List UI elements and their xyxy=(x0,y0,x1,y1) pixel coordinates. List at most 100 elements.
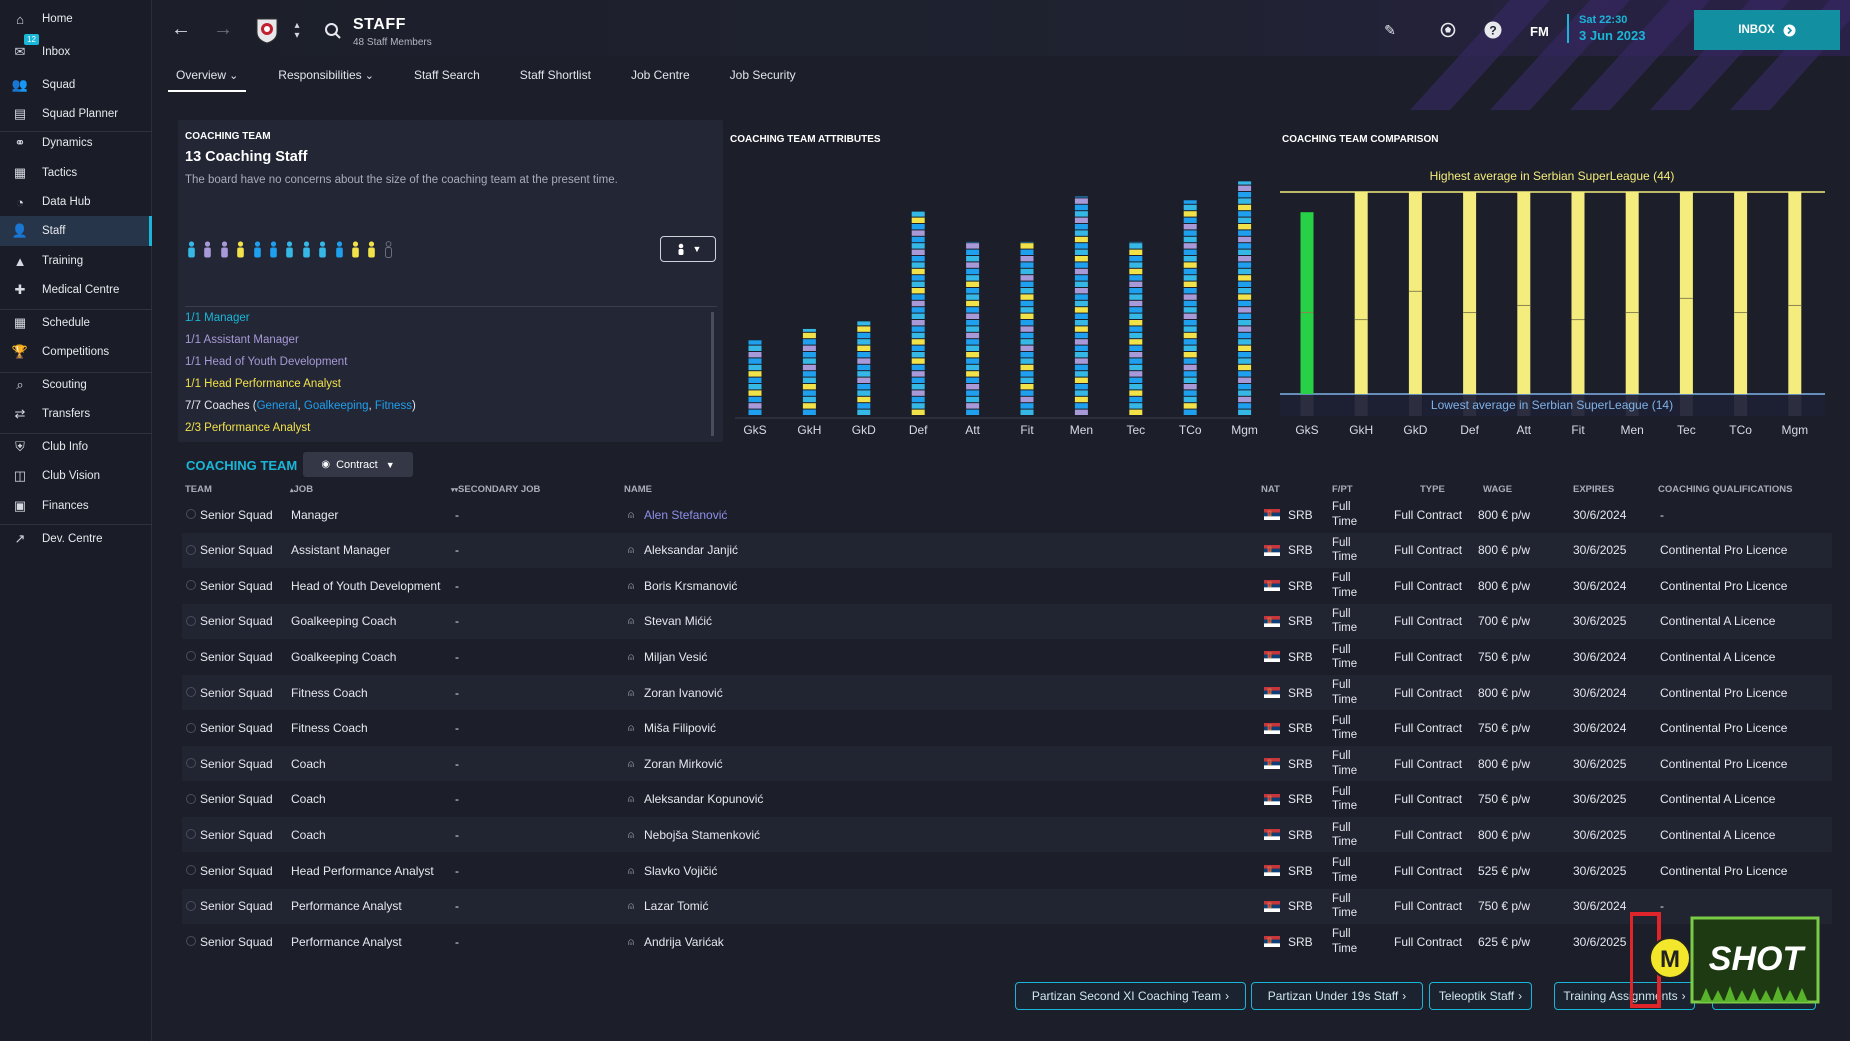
sidebar-item-data-hub[interactable]: ◔ Data Hub xyxy=(0,187,152,217)
ball-icon[interactable] xyxy=(1438,20,1458,40)
coach-type-link[interactable]: Fitness xyxy=(374,400,412,412)
tab-responsibilities[interactable]: Responsibilities ⌄ xyxy=(270,64,382,92)
column-header-nat[interactable]: NAT xyxy=(1261,484,1280,495)
row-select-checkbox[interactable] xyxy=(186,544,196,555)
table-row[interactable]: Senior Squad Coach - ⍝ Nebojša Stamenković SR… xyxy=(182,817,1832,853)
column-header-f-pt[interactable]: F/PT xyxy=(1332,484,1353,495)
row-select-checkbox[interactable] xyxy=(186,722,196,733)
attr-bar-gkd[interactable] xyxy=(857,321,871,415)
sidebar-item-squad[interactable]: 👥 Squad xyxy=(0,70,152,100)
table-row[interactable]: Senior Squad Goalkeeping Coach - ⍝ Miljan Ve… xyxy=(182,639,1832,674)
tab-job-security[interactable]: Job Security xyxy=(722,64,804,92)
row-select-checkbox[interactable] xyxy=(186,865,196,875)
table-row[interactable]: Senior Squad Fitness Coach - ⍝ Zoran Ivanovi… xyxy=(182,675,1832,710)
attr-bar-gks[interactable] xyxy=(748,340,762,415)
attr-bar-tco[interactable] xyxy=(1183,200,1197,415)
table-row[interactable]: Senior Squad Head Performance Analyst - ⍝ Sl… xyxy=(182,853,1832,888)
row-select-checkbox[interactable] xyxy=(186,936,196,947)
sidebar-item-dynamics[interactable]: ⚭ Dynamics xyxy=(0,128,152,158)
row-select-checkbox[interactable] xyxy=(186,580,196,591)
bottom-link-button[interactable]: Teleoptik Staff › xyxy=(1429,982,1532,1010)
row-select-checkbox[interactable] xyxy=(186,509,196,519)
attr-bar-att[interactable] xyxy=(966,241,980,415)
staff-name-link[interactable]: Slavko Vojičić xyxy=(644,863,718,878)
comparison-bar-tco[interactable] xyxy=(1734,192,1748,394)
attr-bar-fit[interactable] xyxy=(1020,241,1034,415)
table-row[interactable]: Senior Squad Manager - ⍝ Alen Stefanović SRB F… xyxy=(182,497,1832,532)
attr-bar-tec[interactable] xyxy=(1129,241,1143,415)
sidebar-item-medical-centre[interactable]: ✚ Medical Centre xyxy=(0,275,152,305)
tab-staff-shortlist[interactable]: Staff Shortlist xyxy=(512,64,599,92)
staff-name-link[interactable]: Andrija Varićak xyxy=(644,934,724,949)
sidebar-item-club-vision[interactable]: ◫ Club Vision xyxy=(0,461,152,491)
bottom-link-button[interactable]: Partizan Under 19s Staff › xyxy=(1251,982,1423,1010)
tab-staff-search[interactable]: Staff Search xyxy=(406,64,488,92)
staff-name-link[interactable]: Zoran Mirković xyxy=(644,756,723,771)
table-row[interactable]: Senior Squad Goalkeeping Coach - ⍝ Stevan Mi… xyxy=(182,603,1832,639)
table-row[interactable]: Senior Squad Coach - ⍝ Zoran Mirković SRB Full… xyxy=(182,746,1832,782)
comparison-bar-def[interactable] xyxy=(1463,192,1477,394)
club-switch-icon[interactable]: ▴ ▾ xyxy=(294,20,300,41)
attr-bar-mgm[interactable] xyxy=(1238,181,1252,415)
sidebar-item-scouting[interactable]: ⌕ Scouting xyxy=(0,370,152,400)
inbox-button[interactable]: INBOX xyxy=(1694,10,1840,50)
staff-name-link[interactable]: Nebojša Stamenković xyxy=(644,827,761,842)
forward-button[interactable]: → xyxy=(213,17,233,40)
column-header-secondary-job[interactable]: ▾▾SECONDARY JOB xyxy=(451,484,540,495)
sidebar-item-club-info[interactable]: ⛨ Club Info xyxy=(0,432,152,462)
sidebar-item-competitions[interactable]: 🏆 Competitions xyxy=(0,337,152,367)
role-summary-line[interactable]: 1/1 Head of Youth Development xyxy=(185,356,348,368)
coach-type-link[interactable]: Goalkeeping xyxy=(303,400,369,412)
contract-filter-button[interactable]: ◉ Contract ▼ xyxy=(303,452,413,477)
column-header-coaching-qualifications[interactable]: COACHING QUALIFICATIONS xyxy=(1658,484,1792,495)
comparison-bar-gkd[interactable] xyxy=(1408,192,1422,394)
fm-label[interactable]: FM xyxy=(1530,24,1549,39)
table-row[interactable]: Senior Squad Coach - ⍝ Aleksandar Kopunović S… xyxy=(182,782,1832,817)
staff-name-link[interactable]: Miša Filipović xyxy=(644,721,717,736)
column-header-job[interactable]: ▴JOB xyxy=(290,484,313,495)
staff-name-link[interactable]: Alen Stefanović xyxy=(644,507,728,522)
staff-name-link[interactable]: Aleksandar Kopunović xyxy=(644,792,764,807)
comparison-bar-fit[interactable] xyxy=(1571,192,1585,394)
staff-name-link[interactable]: Boris Krsmanović xyxy=(644,578,738,593)
comparison-bar-gkh[interactable] xyxy=(1354,192,1368,394)
sidebar-item-dev-centre[interactable]: ↗ Dev. Centre xyxy=(0,524,152,554)
column-header-expires[interactable]: EXPIRES xyxy=(1573,484,1614,495)
bottom-link-button[interactable]: Partizan Second XI Coaching Team › xyxy=(1015,982,1246,1010)
comparison-bar-mgm[interactable] xyxy=(1788,192,1802,394)
row-select-checkbox[interactable] xyxy=(186,651,196,662)
staff-name-link[interactable]: Lazar Tomić xyxy=(644,899,709,914)
row-select-checkbox[interactable] xyxy=(186,615,196,626)
column-header-name[interactable]: NAME xyxy=(624,484,652,495)
table-row[interactable]: Senior Squad Assistant Manager - ⍝ Aleksanda… xyxy=(182,532,1832,568)
role-summary-line[interactable]: 2/3 Performance Analyst xyxy=(185,422,311,434)
table-row[interactable]: Senior Squad Performance Analyst - ⍝ Andrija… xyxy=(182,924,1832,959)
row-select-checkbox[interactable] xyxy=(186,758,196,769)
sidebar-item-staff[interactable]: 👤 Staff xyxy=(0,216,152,246)
attr-bar-def[interactable] xyxy=(911,211,925,415)
sidebar-item-tactics[interactable]: ▦ Tactics xyxy=(0,158,152,188)
row-select-checkbox[interactable] xyxy=(186,900,196,911)
help-icon[interactable]: ? xyxy=(1483,20,1503,40)
comparison-bar-gks[interactable] xyxy=(1300,212,1314,394)
sidebar-item-squad-planner[interactable]: ▤ Squad Planner xyxy=(0,99,152,129)
role-summary-line[interactable]: 1/1 Head Performance Analyst xyxy=(185,378,341,390)
staff-filter-dropdown[interactable]: ▼ xyxy=(660,236,716,262)
comparison-bar-att[interactable] xyxy=(1517,192,1531,394)
sidebar-item-schedule[interactable]: ▦ Schedule xyxy=(0,308,152,338)
role-summary-line[interactable]: 1/1 Manager xyxy=(185,312,250,324)
sidebar-item-home[interactable]: ⌂ Home xyxy=(0,4,152,34)
coach-type-link[interactable]: General xyxy=(256,400,298,412)
column-header-wage[interactable]: WAGE xyxy=(1483,484,1512,495)
comparison-bar-tec[interactable] xyxy=(1679,192,1693,394)
back-button[interactable]: ← xyxy=(171,17,191,40)
sidebar-item-training[interactable]: ▲ Training xyxy=(0,246,152,276)
attr-bar-men[interactable] xyxy=(1074,196,1088,415)
sidebar-item-finances[interactable]: ▣ Finances xyxy=(0,491,152,521)
column-header-team[interactable]: TEAM xyxy=(185,484,212,495)
roles-scrollbar[interactable] xyxy=(711,312,714,436)
tab-overview[interactable]: Overview ⌄ xyxy=(168,64,247,92)
sidebar-item-transfers[interactable]: ⇄ Transfers xyxy=(0,399,152,429)
attr-bar-gkh[interactable] xyxy=(802,328,816,415)
table-row[interactable]: Senior Squad Fitness Coach - ⍝ Miša Filipovi… xyxy=(182,711,1832,746)
